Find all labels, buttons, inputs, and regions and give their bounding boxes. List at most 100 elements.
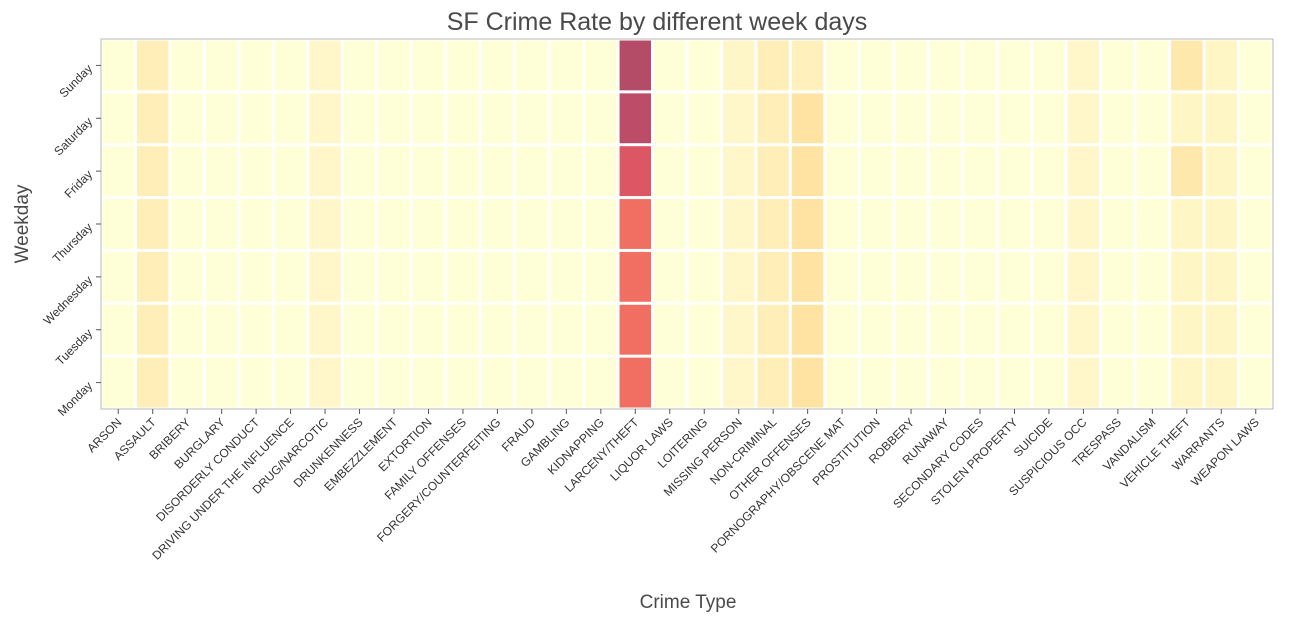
- heatmap-cell: [654, 199, 686, 249]
- heatmap-cell: [136, 251, 169, 302]
- heatmap-cell: [1067, 357, 1100, 408]
- heatmap-cell: [309, 304, 341, 355]
- heatmap-cell: [1136, 93, 1169, 144]
- heatmap-cell: [240, 357, 272, 408]
- heatmap-cell: [136, 146, 169, 197]
- heatmap-cell: [964, 251, 996, 302]
- heatmap-cell: [791, 199, 824, 249]
- heatmap-cell: [516, 304, 548, 355]
- heatmap-cell: [378, 357, 410, 408]
- heatmap-cell: [585, 199, 617, 249]
- heatmap-cell: [826, 251, 858, 302]
- heatmap-cell: [240, 40, 272, 91]
- heatmap-cell: [412, 251, 445, 302]
- heatmap-cell: [343, 304, 376, 355]
- heatmap-cell: [757, 199, 789, 249]
- heatmap-cell: [1136, 146, 1169, 197]
- heatmap-cell: [1136, 357, 1169, 408]
- heatmap-cell: [688, 357, 720, 408]
- heatmap-cell: [998, 93, 1031, 144]
- heatmap-cell: [1136, 251, 1169, 302]
- heatmap-cell: [1171, 199, 1203, 249]
- heatmap-cell: [619, 251, 652, 302]
- heatmap-cell: [1171, 40, 1203, 91]
- heatmap-cell: [998, 40, 1031, 91]
- heatmap-cell: [1033, 251, 1065, 302]
- heatmap-cell: [826, 146, 858, 197]
- heatmap-cell: [481, 357, 514, 408]
- heatmap-cell: [378, 93, 410, 144]
- heatmap-cell: [860, 40, 893, 91]
- heatmap-cell: [516, 93, 548, 144]
- heatmap-cell: [585, 93, 617, 144]
- heatmap-cell: [929, 146, 962, 197]
- heatmap-cell: [309, 199, 341, 249]
- heatmap-cell: [550, 251, 583, 302]
- heatmap-cell: [343, 40, 376, 91]
- heatmap-cell: [550, 93, 583, 144]
- heatmap-cell: [378, 146, 410, 197]
- heatmap-cell: [171, 93, 203, 144]
- heatmap-cell: [412, 40, 445, 91]
- heatmap-cell: [412, 93, 445, 144]
- heatmap-cell: [1240, 304, 1272, 355]
- heatmap-cell: [171, 251, 203, 302]
- heatmap-cell: [1067, 199, 1100, 249]
- heatmap-cell: [791, 251, 824, 302]
- heatmap-cell: [240, 199, 272, 249]
- heatmap-cell: [1033, 304, 1065, 355]
- heatmap-cell: [136, 304, 169, 355]
- heatmap-cell: [205, 93, 238, 144]
- heatmap-cell: [585, 304, 617, 355]
- heatmap-cell: [895, 199, 927, 249]
- heatmap-cell: [1136, 40, 1169, 91]
- heatmap-cell: [378, 40, 410, 91]
- heatmap-cell: [860, 304, 893, 355]
- heatmap-cell: [274, 304, 307, 355]
- heatmap-cell: [929, 199, 962, 249]
- heatmap-cell: [791, 146, 824, 197]
- heatmap-cell: [722, 199, 755, 249]
- heatmap-cell: [378, 199, 410, 249]
- heatmap-cell: [826, 199, 858, 249]
- heatmap-cell: [654, 357, 686, 408]
- heatmap-cell: [171, 304, 203, 355]
- heatmap-cell: [378, 304, 410, 355]
- heatmap-cell: [1205, 93, 1238, 144]
- heatmap-cell: [481, 251, 514, 302]
- heatmap-cell: [102, 146, 134, 197]
- heatmap-cell: [171, 146, 203, 197]
- heatmap-cell: [240, 93, 272, 144]
- heatmap-cell: [757, 304, 789, 355]
- heatmap-cell: [343, 146, 376, 197]
- heatmap-cell: [654, 40, 686, 91]
- heatmap-cell: [860, 146, 893, 197]
- heatmap-cell: [516, 146, 548, 197]
- heatmap-cell: [1102, 199, 1134, 249]
- y-axis-label: Weekday: [12, 184, 33, 263]
- heatmap-cell: [1067, 146, 1100, 197]
- heatmap-cell: [895, 93, 927, 144]
- heatmap-cell: [1033, 146, 1065, 197]
- heatmap-cell: [998, 146, 1031, 197]
- heatmap-cell: [550, 357, 583, 408]
- heatmap-cell: [136, 199, 169, 249]
- heatmap-cell: [1102, 93, 1134, 144]
- heatmap-cell: [585, 357, 617, 408]
- y-tick-label: Saturday: [51, 115, 95, 159]
- heatmap-cell: [1205, 146, 1238, 197]
- heatmap-cell: [274, 251, 307, 302]
- heatmap-cell: [619, 146, 652, 197]
- heatmap-cell: [136, 40, 169, 91]
- heatmap-cell: [240, 251, 272, 302]
- heatmap-cell: [619, 93, 652, 144]
- heatmap-cell: [826, 304, 858, 355]
- heatmap-cell: [205, 40, 238, 91]
- heatmap-cell: [654, 304, 686, 355]
- heatmap-cell: [688, 304, 720, 355]
- heatmap-cell: [826, 93, 858, 144]
- heatmap-cell: [447, 40, 479, 91]
- heatmap-cell: [964, 146, 996, 197]
- heatmap-cell: [757, 357, 789, 408]
